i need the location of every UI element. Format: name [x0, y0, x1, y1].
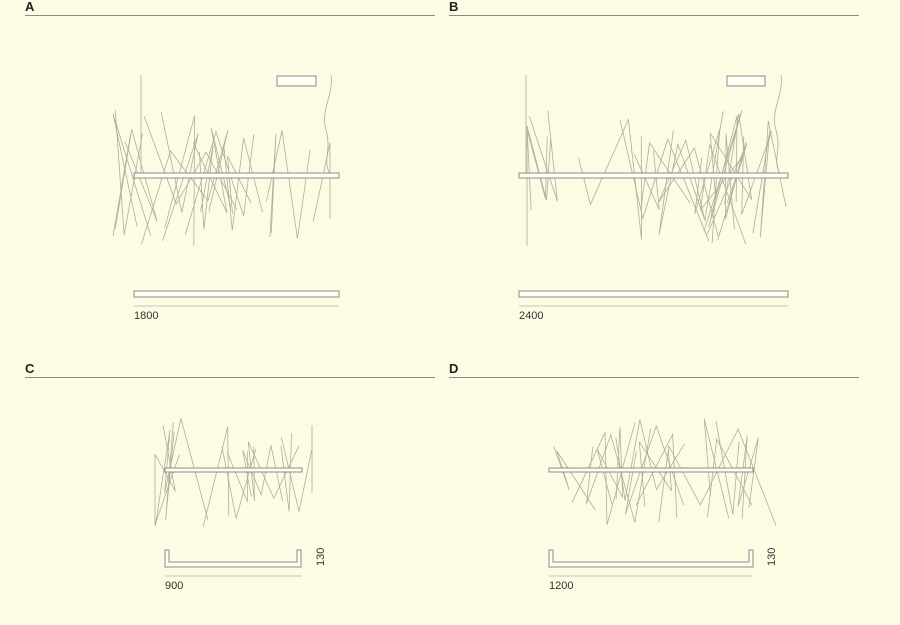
lamp-side-view — [164, 549, 302, 568]
panel-d: D 1200 130 — [449, 361, 859, 592]
light-strand — [703, 109, 743, 232]
light-strand — [141, 129, 229, 245]
light-strand — [202, 426, 230, 527]
lamp-bar — [133, 172, 340, 179]
power-cable — [324, 74, 332, 175]
light-strand — [154, 418, 209, 527]
light-strand — [694, 128, 721, 244]
light-strand — [164, 115, 195, 246]
light-strand — [658, 111, 724, 235]
power-cable — [774, 74, 782, 175]
light-strand — [199, 144, 214, 230]
width-label: 900 — [165, 580, 183, 592]
panel-label: A — [25, 0, 35, 14]
light-strand — [227, 155, 252, 214]
light-strand — [715, 420, 740, 515]
panel-label: D — [449, 361, 458, 376]
light-strand — [741, 131, 773, 215]
light-strand — [112, 113, 152, 236]
height-label: 130 — [766, 548, 778, 566]
light-strand — [596, 427, 624, 505]
lamp-side-view — [548, 549, 754, 568]
light-strand — [112, 135, 131, 237]
lamp-bar — [164, 467, 303, 473]
light-strand — [247, 441, 300, 502]
light-strand — [526, 125, 552, 211]
zigzag-group — [154, 418, 313, 527]
lamp-bar — [548, 467, 754, 473]
light-strand — [312, 142, 331, 222]
light-strand — [635, 433, 678, 518]
lamp-bar-top-view — [133, 290, 340, 298]
light-strand — [638, 441, 672, 507]
light-strand — [221, 447, 257, 519]
panel-a: A 1800 — [25, 0, 435, 322]
light-strand — [752, 120, 787, 238]
height-label: 130 — [315, 548, 327, 566]
panel-label: C — [25, 361, 35, 376]
light-strand — [154, 425, 180, 526]
light-strand — [269, 134, 277, 237]
driver-box — [726, 75, 766, 87]
light-strand — [615, 419, 685, 501]
width-label: 1800 — [134, 310, 158, 322]
width-label: 2400 — [519, 310, 543, 322]
light-strand — [709, 113, 752, 205]
light-strand — [526, 129, 548, 246]
driver-box — [276, 75, 317, 87]
panel-b: B 2400 — [449, 0, 859, 322]
light-strand — [242, 445, 284, 502]
lamp-bar-top-view — [518, 290, 789, 298]
light-strand — [114, 110, 143, 236]
lamp-bar — [518, 172, 789, 179]
light-strand — [640, 141, 691, 209]
light-strand — [658, 138, 719, 237]
light-strand — [619, 120, 710, 242]
panel-c: C 900 130 — [25, 361, 435, 592]
light-strand — [707, 437, 753, 518]
light-strand — [706, 143, 748, 241]
panel-label: B — [449, 0, 458, 14]
light-strand — [586, 428, 652, 523]
light-strand — [633, 150, 660, 210]
light-strand — [578, 117, 642, 240]
light-strand — [737, 435, 759, 520]
light-strand — [280, 425, 313, 512]
width-label: 1200 — [549, 580, 573, 592]
light-strand — [710, 115, 738, 218]
